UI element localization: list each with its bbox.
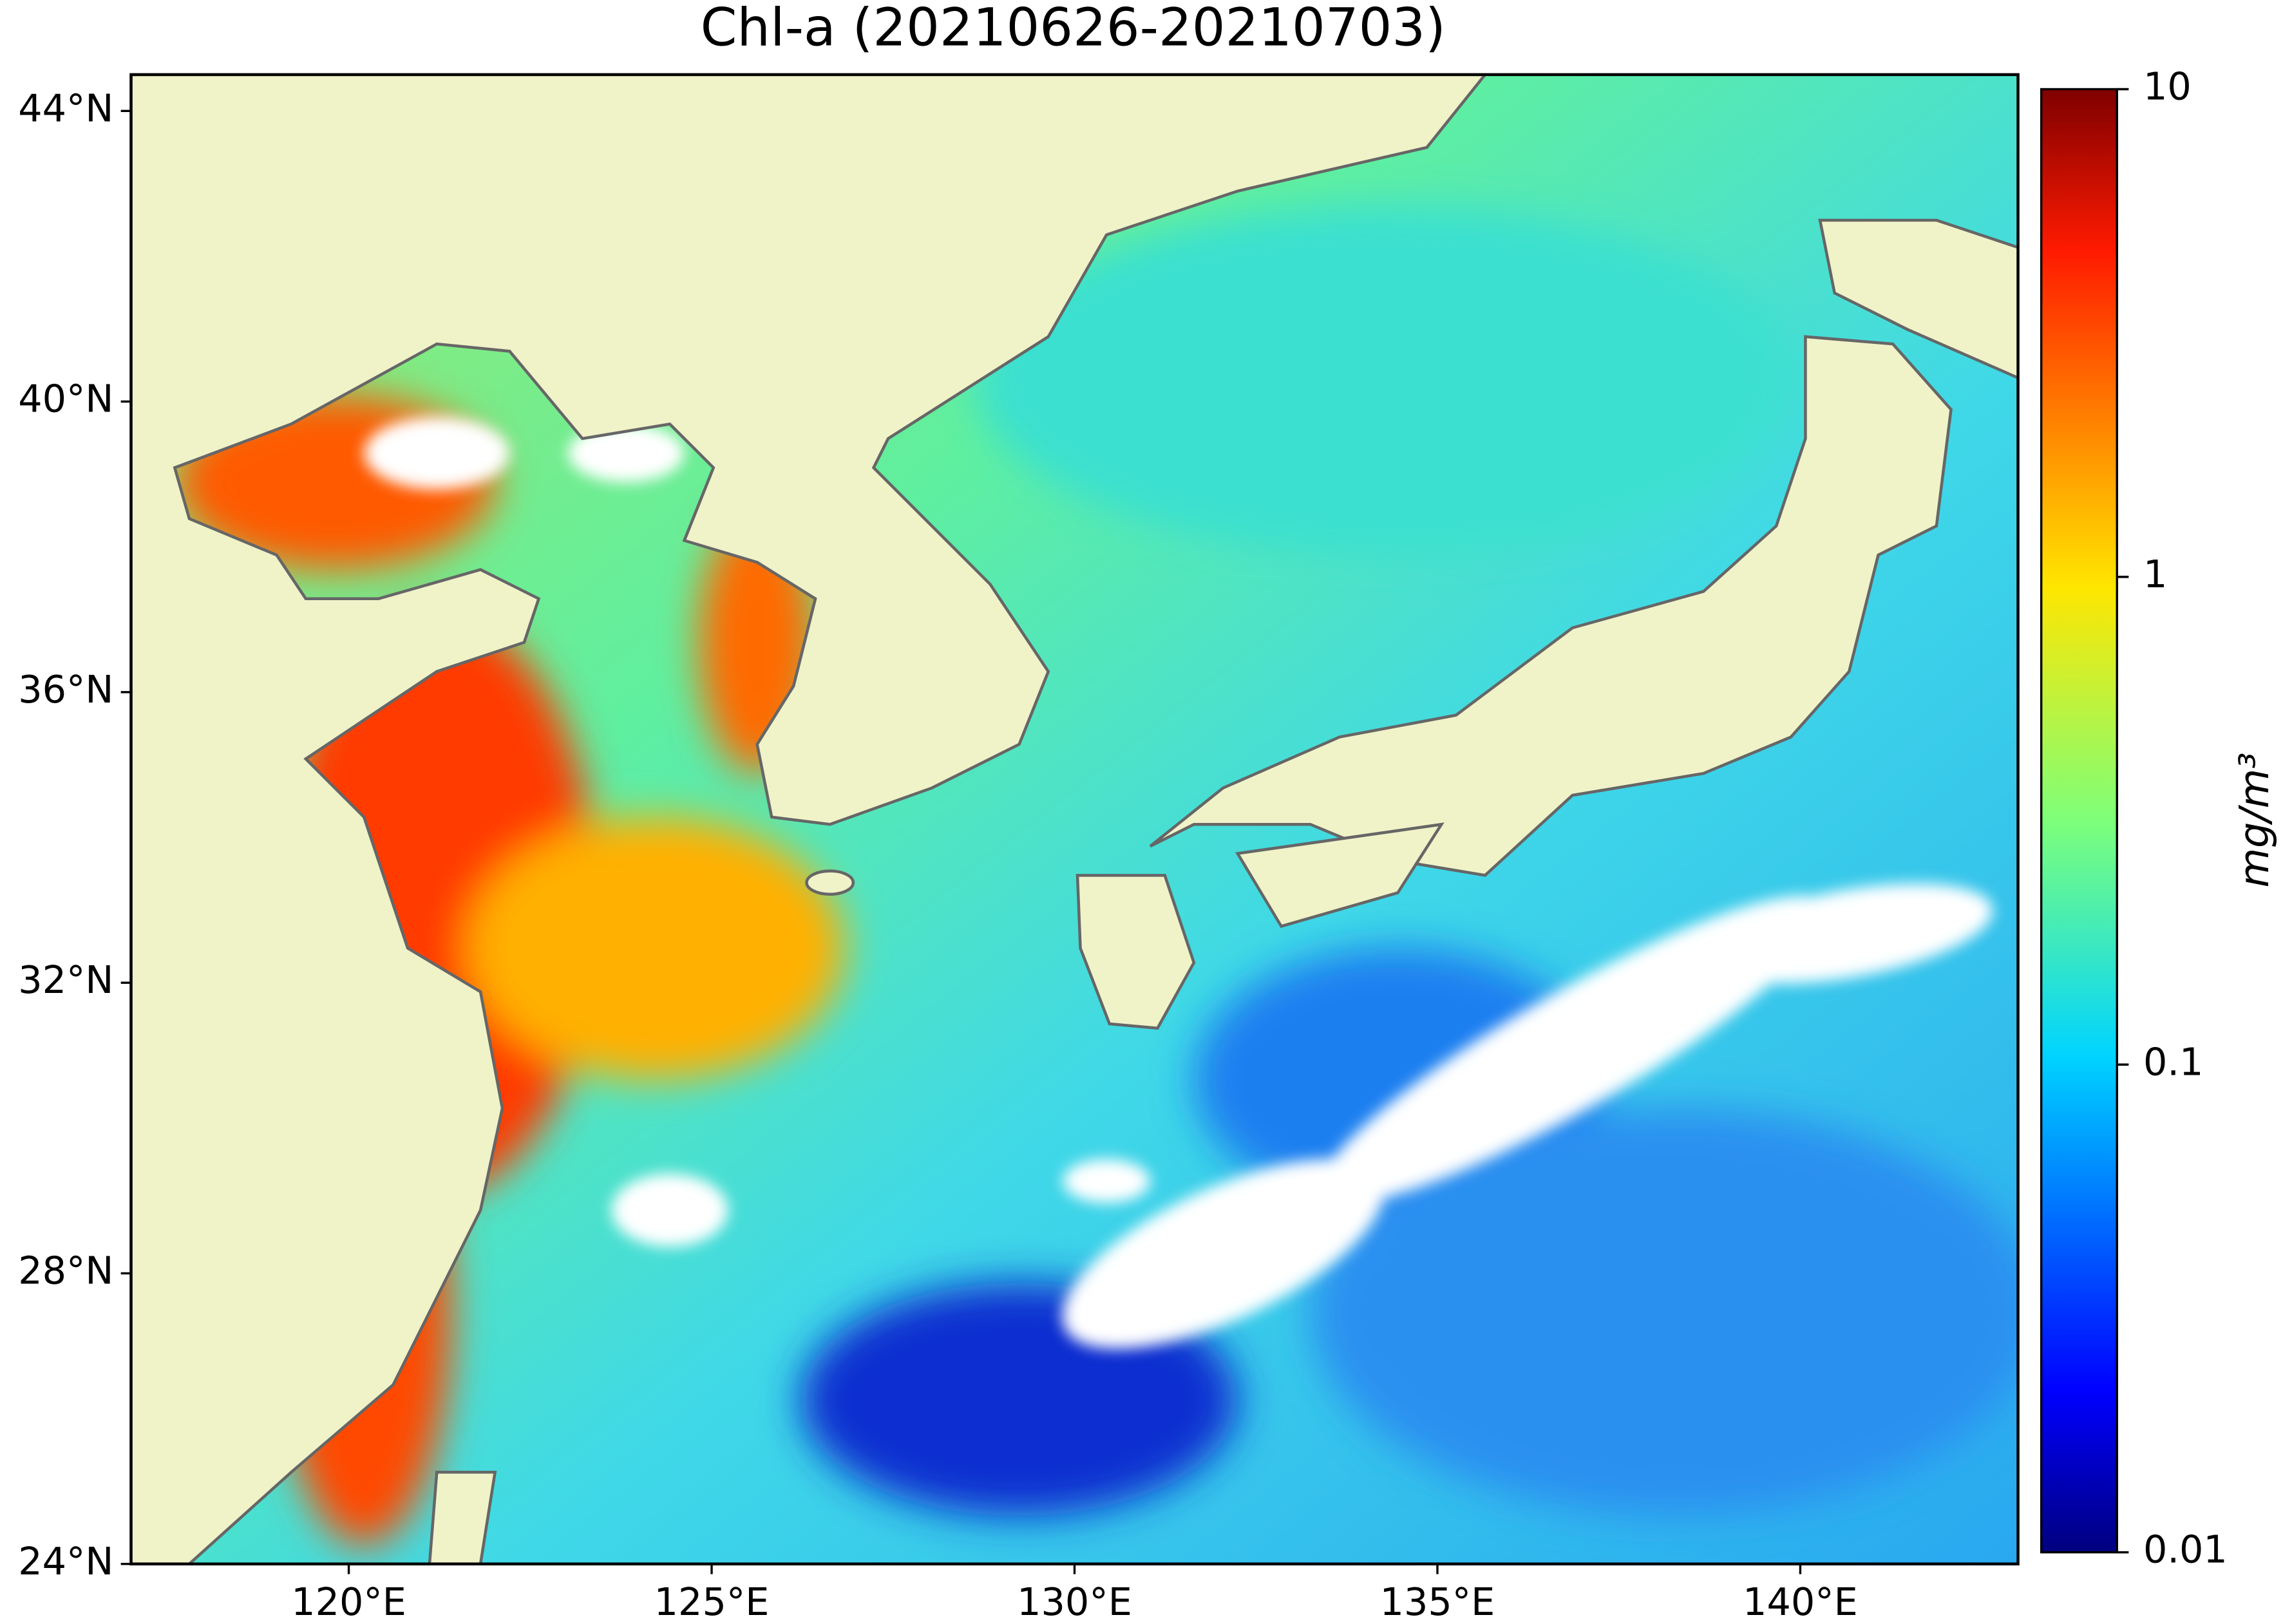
colorbar-tick-label: 10: [2143, 64, 2192, 109]
colorbar-tick-label: 0.1: [2143, 1039, 2203, 1084]
map-title: Chl-a (20210626-20210703): [701, 0, 1446, 59]
y-tick-label: 28°N: [18, 1249, 113, 1293]
clouds: [364, 417, 1993, 1349]
colorbar: [2040, 88, 2118, 1554]
x-tick-label: 125°E: [654, 1580, 770, 1624]
colorbar-tick-label: 1: [2143, 552, 2167, 596]
colorbar-tick-label: 0.01: [2143, 1527, 2228, 1572]
x-tick-label: 130°E: [1017, 1580, 1132, 1624]
x-tick-label: 135°E: [1380, 1580, 1495, 1624]
map-area: [131, 74, 2018, 1564]
colorbar-label: mg/m³: [2230, 752, 2278, 887]
x-tick-label: 120°E: [291, 1580, 406, 1624]
y-tick-label: 36°N: [18, 667, 113, 712]
y-tick-label: 40°N: [18, 377, 113, 421]
land: [131, 74, 2018, 1564]
x-tick-label: 140°E: [1743, 1580, 1858, 1624]
y-tick-label: 24°N: [18, 1539, 113, 1583]
y-tick-label: 44°N: [18, 86, 113, 130]
y-tick-label: 32°N: [18, 958, 113, 1002]
